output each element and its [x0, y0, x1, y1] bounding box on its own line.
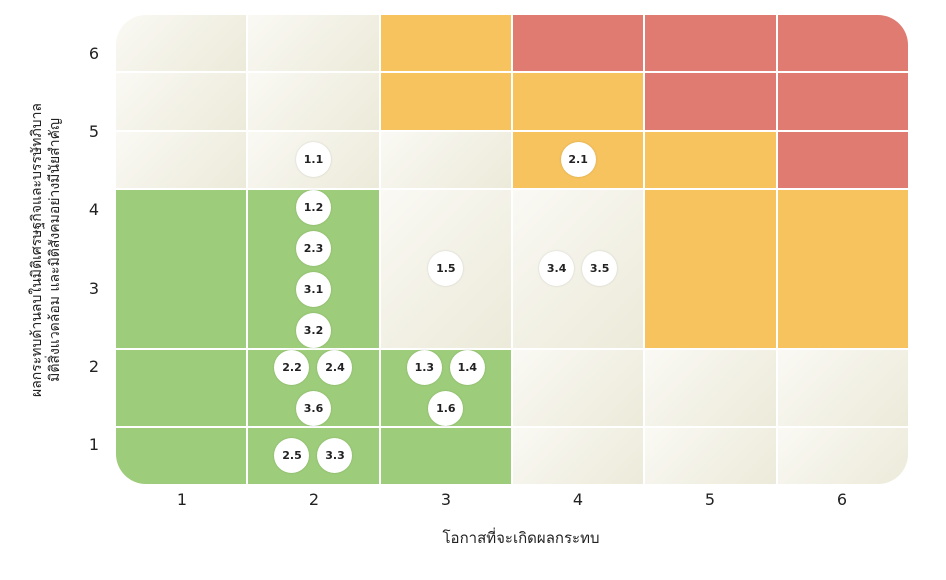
matrix-cell-5-5: [645, 73, 776, 130]
risk-bubble-3.3: 3.3: [317, 438, 353, 474]
matrix-cell-4-6: [512, 15, 644, 72]
matrix-cell-4-3: 3.4 3.5: [512, 189, 644, 348]
y-tick-6: 6: [88, 44, 100, 64]
x-axis-label: โอกาสที่จะเกิดผลกระทบ: [442, 529, 600, 547]
risk-bubble-3.1: 3.1: [295, 271, 331, 307]
y-tick-3: 3: [88, 278, 100, 298]
matrix-cell-1-6: [116, 15, 247, 72]
risk-bubble-2.5: 2.5: [274, 438, 310, 474]
matrix-cell-6-2: [777, 349, 908, 426]
risk-bubble-2.4: 2.4: [317, 349, 353, 385]
matrix-cell-3-3: 1.5: [380, 189, 511, 348]
matrix-cell-5-4: [645, 131, 776, 188]
matrix-cell-6-6: [777, 15, 908, 72]
y-axis-label-line-1: ผลกระทบด้านลบในมิติเศรษฐกิจและบรรษัทภิบา…: [29, 102, 45, 398]
y-tick-1: 1: [88, 434, 100, 454]
risk-bubble-3.5: 3.5: [582, 251, 618, 287]
matrix-cell-2-5: [248, 73, 379, 130]
matrix-cell-5-3: [645, 189, 776, 348]
matrix-cell-5-6: [645, 15, 776, 72]
matrix-cell-3-6: [380, 15, 511, 72]
x-tick-6: 6: [836, 490, 848, 509]
matrix-cell-1-2: [116, 349, 247, 426]
matrix-cell-5-2: [645, 349, 776, 426]
matrix-cell-5-1: [645, 427, 776, 484]
risk-bubble-3.2: 3.2: [295, 312, 331, 348]
risk-matrix: 1.1 2.1 1.2 2.3 3.1 3.2 1.5 3.4 3.5 2.2 2.4 3.6 1.3 1…: [116, 15, 908, 484]
risk-bubble-1.1: 1.1: [295, 142, 331, 178]
risk-bubble-1.4: 1.4: [449, 349, 485, 385]
matrix-cell-1-4: [116, 131, 247, 188]
risk-bubble-3.6: 3.6: [295, 390, 331, 426]
x-tick-4: 4: [572, 490, 584, 509]
x-tick-5: 5: [704, 490, 716, 509]
matrix-cell-4-4: 2.1: [512, 131, 644, 188]
y-tick-5: 5: [88, 122, 100, 142]
x-tick-1: 1: [176, 490, 188, 509]
x-tick-2: 2: [308, 490, 320, 509]
risk-bubble-1.6: 1.6: [428, 390, 464, 426]
matrix-cell-2-3: 1.2 2.3 3.1 3.2: [248, 189, 379, 348]
matrix-cell-6-5: [777, 73, 908, 130]
matrix-cell-4-2: [512, 349, 644, 426]
matrix-cell-3-1: [380, 427, 511, 484]
matrix-cell-3-5: [380, 73, 511, 130]
risk-bubble-1.3: 1.3: [406, 349, 442, 385]
risk-bubble-2.1: 2.1: [560, 142, 596, 178]
risk-bubble-3.4: 3.4: [539, 251, 575, 287]
x-tick-3: 3: [440, 490, 452, 509]
matrix-cell-2-2: 2.2 2.4 3.6: [248, 349, 379, 426]
matrix-cell-6-3: [777, 189, 908, 348]
matrix-cell-6-1: [777, 427, 908, 484]
y-axis-label: ผลกระทบด้านลบในมิติเศรษฐกิจและบรรษัทภิบา…: [28, 103, 64, 397]
matrix-cell-3-2: 1.3 1.4 1.6: [380, 349, 511, 426]
matrix-cell-1-3: [116, 189, 247, 348]
y-tick-2: 2: [88, 356, 100, 376]
matrix-cell-3-4: [380, 131, 511, 188]
y-tick-4: 4: [88, 200, 100, 220]
matrix-cell-6-4: [777, 131, 908, 188]
y-axis-label-line-2: มิติสิ่งแวดล้อม และมิติสังคมอย่างมีนัยสำ…: [47, 118, 63, 382]
risk-bubble-1.5: 1.5: [428, 251, 464, 287]
matrix-cell-2-1: 2.5 3.3: [248, 427, 379, 484]
matrix-cell-1-5: [116, 73, 247, 130]
matrix-cell-2-4: 1.1: [248, 131, 379, 188]
matrix-cell-4-1: [512, 427, 644, 484]
matrix-cell-1-1: [116, 427, 247, 484]
matrix-cell-4-5: [512, 73, 644, 130]
risk-bubble-2.2: 2.2: [274, 349, 310, 385]
matrix-cell-2-6: [248, 15, 379, 72]
risk-bubble-1.2: 1.2: [295, 189, 331, 225]
risk-bubble-2.3: 2.3: [295, 230, 331, 266]
